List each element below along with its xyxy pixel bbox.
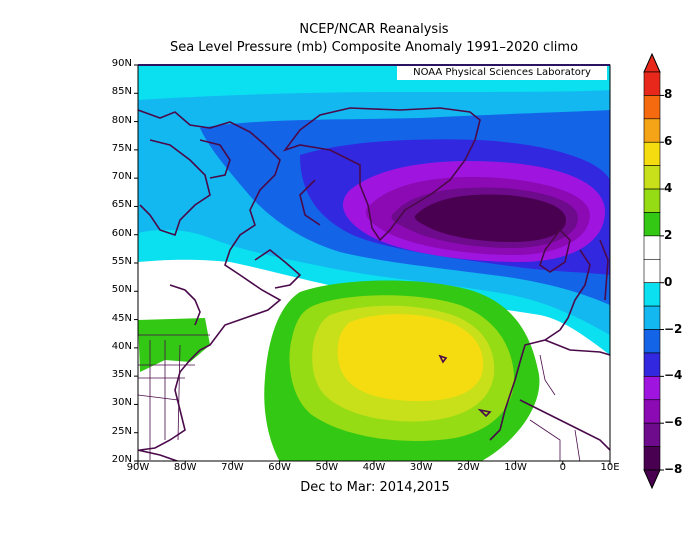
lat-label: 55N — [111, 256, 132, 267]
lon-label: 10W — [504, 462, 527, 473]
lat-label: 40N — [111, 340, 132, 352]
map-fields — [138, 65, 610, 461]
colorbar-swatch — [643, 446, 661, 471]
lat-label: 35N — [111, 369, 132, 381]
lat-label: 85N — [111, 86, 132, 98]
colorbar-label: 8 — [664, 87, 673, 102]
colorbar-swatch — [643, 305, 661, 330]
colorbar-swatch — [643, 141, 661, 166]
lon-label: 80W — [173, 462, 197, 473]
lat-label: 75N — [111, 142, 132, 154]
lon-label: 40W — [362, 462, 386, 473]
lon-label: 20W — [457, 462, 480, 473]
lon-label: 30W — [409, 462, 433, 473]
period-label: Dec to Mar: 2014,2015 — [300, 480, 450, 495]
lon-ticks — [137, 461, 611, 465]
lon-label: 60W — [268, 462, 291, 473]
chart-title: NCEP/NCAR Reanalysis — [299, 22, 449, 37]
credit-label: NOAA Physical Sciences Laboratory — [397, 66, 607, 80]
lat-label: 20N — [111, 454, 132, 465]
chart-subtitle: Sea Level Pressure (mb) Composite Anomal… — [169, 40, 579, 55]
colorbar-swatch — [643, 212, 661, 237]
lon-label: 0 — [559, 462, 566, 473]
colorbar-swatch — [643, 235, 661, 260]
colorbar-label: 2 — [664, 227, 673, 242]
lat-ticks — [134, 64, 138, 462]
lat-label: 90N — [111, 58, 132, 69]
colorbar-swatch — [643, 352, 661, 377]
colorbar — [643, 52, 664, 490]
colorbar-label: 4 — [664, 181, 673, 196]
colorbar-swatch — [643, 258, 661, 284]
lon-label: 50W — [315, 462, 339, 473]
colorbar-top-arrow — [643, 52, 661, 73]
colorbar-label: −8 — [664, 462, 683, 476]
colorbar-swatch — [643, 376, 661, 401]
lat-label: 70N — [111, 171, 132, 183]
colorbar-swatch — [643, 329, 661, 354]
lat-label: 50N — [111, 284, 132, 296]
colorbar-swatch — [643, 165, 661, 190]
lat-label: 60N — [111, 227, 132, 239]
lon-label: 90W — [126, 462, 150, 473]
colorbar-swatch — [643, 95, 661, 120]
colorbar-swatch — [643, 71, 661, 96]
colorbar-label: 6 — [664, 134, 673, 149]
colorbar-label: −4 — [664, 368, 683, 383]
colorbar-swatch — [643, 422, 661, 447]
coastlines — [138, 107, 610, 461]
colorbar-label: −6 — [664, 415, 683, 430]
colorbar-swatch — [643, 399, 661, 424]
colorbar-label: −2 — [664, 321, 683, 336]
lon-label: 10E — [600, 462, 620, 473]
lat-label: 25N — [111, 425, 132, 437]
neg-band-deep — [414, 194, 566, 242]
colorbar-swatch — [643, 282, 661, 307]
lat-label: 30N — [111, 397, 132, 409]
pos-band-yellow — [337, 314, 484, 402]
lat-label: 45N — [111, 312, 132, 324]
colorbar-bottom-arrow — [643, 469, 661, 490]
colorbar-swatch — [643, 188, 661, 213]
lat-label: 80N — [111, 114, 132, 126]
borders — [138, 334, 581, 461]
lon-label: 70W — [221, 462, 244, 473]
colorbar-label: 0 — [664, 274, 673, 289]
lat-label: 65N — [111, 199, 132, 211]
colorbar-swatch — [643, 118, 661, 143]
